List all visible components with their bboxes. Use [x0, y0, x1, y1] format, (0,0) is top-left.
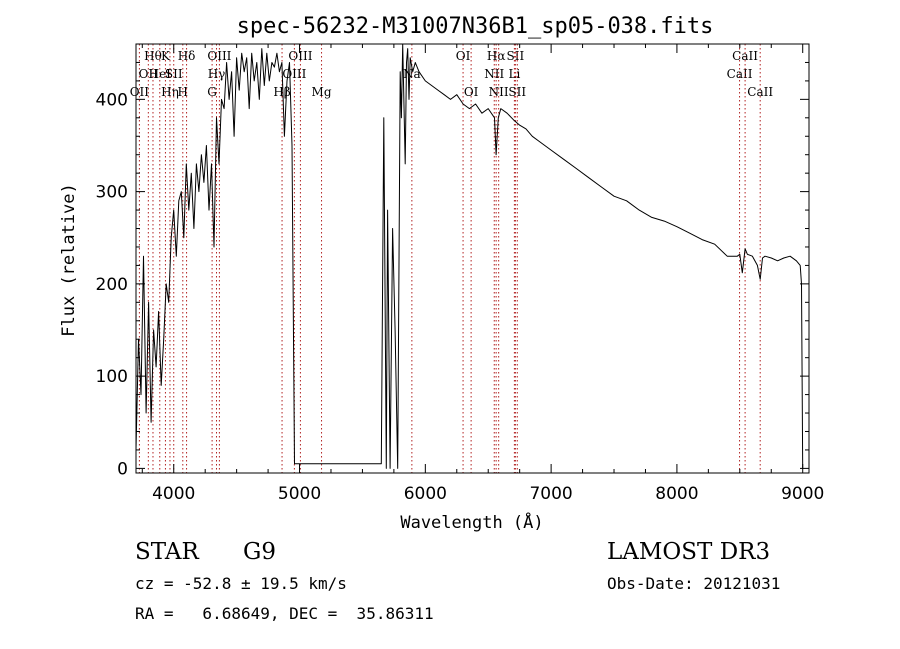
observation-date: Obs-Date: 20121031: [607, 574, 781, 593]
y-tick-label: 400: [96, 90, 128, 110]
line-label: Hα: [487, 49, 506, 63]
y-tick-label: 300: [96, 183, 128, 203]
line-label: H: [178, 85, 188, 99]
series-line-flux: [135, 43, 804, 469]
line-label: OIII: [288, 49, 312, 63]
x-tick-label: 6000: [404, 484, 447, 504]
y-tick-label: 100: [96, 367, 128, 387]
spectrum-series: [135, 43, 804, 469]
line-label: OIII: [282, 67, 306, 81]
x-tick-label: 4000: [152, 484, 195, 504]
line-label: NII: [484, 67, 504, 81]
line-label: CaII: [747, 85, 773, 99]
line-label: CaII: [727, 67, 753, 81]
line-label: G: [207, 85, 217, 99]
line-label: NII: [489, 85, 509, 99]
line-label: Hγ: [208, 67, 226, 81]
line-label: SII: [508, 85, 526, 99]
line-label: SII: [165, 67, 183, 81]
line-label: OIII: [207, 49, 231, 63]
line-label: SII: [507, 49, 525, 63]
line-label: Hδ: [178, 49, 196, 63]
line-label: Li: [508, 67, 520, 81]
y-tick-label: 0: [117, 459, 128, 479]
x-tick-label: 5000: [278, 484, 321, 504]
survey-name: LAMOST DR3: [607, 539, 771, 565]
line-label: OI: [464, 85, 479, 99]
x-tick-label: 7000: [529, 484, 572, 504]
redshift-cz: cz = -52.8 ± 19.5 km/s: [135, 574, 347, 593]
y-tick-label: 200: [96, 275, 128, 295]
spectrum-chart: spec-56232-M31007N36B1_sp05-038.fits OII…: [59, 14, 824, 533]
line-label: K: [161, 49, 171, 63]
x-tick-label: 8000: [655, 484, 698, 504]
line-label: OII: [130, 85, 150, 99]
object-class: STAR: [135, 539, 199, 565]
coordinates: RA = 6.68649, DEC = 35.86311: [135, 604, 434, 623]
y-axis: 0 100 200 300 400: [96, 61, 809, 479]
line-label: OI: [456, 49, 471, 63]
line-label: Hβ: [273, 85, 290, 99]
x-axis: 4000 5000 6000 7000 8000 9000: [141, 44, 824, 504]
spectral-line-markers: OIIOIIHθHeIKHηSIIHHδGHγOIIIHβOIIIOIIIMgN…: [130, 44, 773, 473]
line-label: Na: [403, 67, 421, 81]
x-tick-label: 9000: [781, 484, 824, 504]
line-label: Hη: [161, 85, 179, 99]
line-label: Mg: [312, 85, 332, 99]
x-axis-label: Wavelength (Å): [400, 511, 543, 533]
object-subclass: G9: [243, 539, 277, 565]
plot-frame: [135, 43, 810, 474]
y-axis-label: Flux (relative): [59, 183, 79, 337]
chart-title: spec-56232-M31007N36B1_sp05-038.fits: [237, 14, 714, 39]
line-label: CaII: [732, 49, 758, 63]
line-label: Hθ: [144, 49, 162, 63]
